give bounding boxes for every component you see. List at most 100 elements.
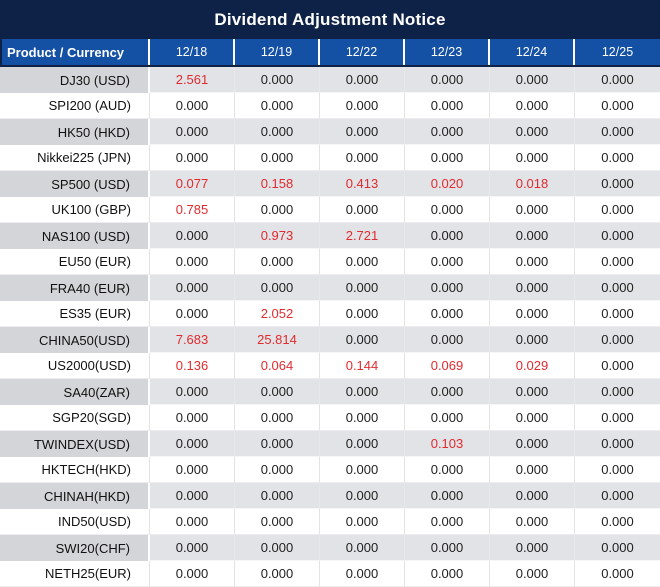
value-cell: 0.144 (320, 353, 405, 379)
value-cell: 0.000 (490, 431, 575, 457)
value-cell: 0.000 (150, 509, 235, 535)
value-cell: 0.000 (235, 93, 320, 119)
column-header-product-currency: Product / Currency (0, 39, 150, 65)
value-cell: 0.000 (150, 535, 235, 561)
table-row: SP500 (USD) 0.077 0.158 0.413 0.020 0.018 0.00… (0, 171, 660, 197)
value-cell: 0.000 (575, 431, 660, 457)
value-cell: 0.000 (235, 379, 320, 405)
value-cell: 0.000 (235, 509, 320, 535)
value-cell: 0.000 (320, 561, 405, 587)
value-cell: 0.000 (575, 353, 660, 379)
value-cell: 0.000 (150, 275, 235, 301)
value-cell: 0.000 (320, 301, 405, 327)
value-cell: 0.020 (405, 171, 490, 197)
value-cell: 25.814 (235, 327, 320, 353)
value-cell: 0.158 (235, 171, 320, 197)
column-header-date: 12/23 (405, 39, 490, 65)
table-row: SWI20(CHF) 0.000 0.000 0.000 0.000 0.000 0.000 (0, 535, 660, 561)
value-cell: 0.000 (405, 223, 490, 249)
value-cell: 0.069 (405, 353, 490, 379)
value-cell: 0.000 (490, 145, 575, 171)
value-cell: 0.000 (320, 327, 405, 353)
value-cell: 0.000 (490, 561, 575, 587)
table-row: FRA40 (EUR) 0.000 0.000 0.000 0.000 0.000 0.00… (0, 275, 660, 301)
table-row: SA40(ZAR) 0.000 0.000 0.000 0.000 0.000 0.000 (0, 379, 660, 405)
value-cell: 0.000 (405, 145, 490, 171)
value-cell: 0.000 (150, 301, 235, 327)
table-row: TWINDEX(USD) 0.000 0.000 0.000 0.103 0.000 0.0… (0, 431, 660, 457)
value-cell: 0.000 (575, 327, 660, 353)
value-cell: 0.000 (235, 431, 320, 457)
value-cell: 0.000 (235, 561, 320, 587)
value-cell: 0.000 (150, 249, 235, 275)
table-row: SPI200 (AUD) 0.000 0.000 0.000 0.000 0.000 0.0… (0, 93, 660, 119)
product-cell: DJ30 (USD) (0, 67, 150, 93)
value-cell: 0.000 (490, 535, 575, 561)
value-cell: 0.000 (150, 379, 235, 405)
value-cell: 0.000 (405, 327, 490, 353)
product-cell: TWINDEX(USD) (0, 431, 150, 457)
value-cell: 0.000 (575, 561, 660, 587)
value-cell: 0.000 (490, 249, 575, 275)
value-cell: 0.000 (235, 145, 320, 171)
table-row: EU50 (EUR) 0.000 0.000 0.000 0.000 0.000 0.000 (0, 249, 660, 275)
value-cell: 0.000 (320, 275, 405, 301)
value-cell: 7.683 (150, 327, 235, 353)
value-cell: 0.000 (405, 275, 490, 301)
value-cell: 0.000 (490, 379, 575, 405)
value-cell: 0.000 (405, 405, 490, 431)
table-row: SGP20(SGD) 0.000 0.000 0.000 0.000 0.000 0.000 (0, 405, 660, 431)
value-cell: 0.000 (490, 119, 575, 145)
table-row: ES35 (EUR) 0.000 2.052 0.000 0.000 0.000 0.000 (0, 301, 660, 327)
value-cell: 0.018 (490, 171, 575, 197)
table-row: Nikkei225 (JPN) 0.000 0.000 0.000 0.000 0.000… (0, 145, 660, 171)
table-row: HK50 (HKD) 0.000 0.000 0.000 0.000 0.000 0.000 (0, 119, 660, 145)
product-cell: FRA40 (EUR) (0, 275, 150, 301)
value-cell: 0.000 (320, 119, 405, 145)
value-cell: 0.000 (405, 93, 490, 119)
product-cell: SA40(ZAR) (0, 379, 150, 405)
table-row: CHINA50(USD) 7.683 25.814 0.000 0.000 0.000 0.… (0, 327, 660, 353)
value-cell: 0.000 (490, 327, 575, 353)
value-cell: 0.000 (490, 301, 575, 327)
product-cell: SP500 (USD) (0, 171, 150, 197)
value-cell: 0.000 (150, 93, 235, 119)
product-cell: Nikkei225 (JPN) (0, 145, 150, 171)
value-cell: 0.000 (575, 145, 660, 171)
product-cell: EU50 (EUR) (0, 249, 150, 275)
value-cell: 0.000 (405, 535, 490, 561)
value-cell: 0.000 (575, 483, 660, 509)
table-row: CHINAH(HKD) 0.000 0.000 0.000 0.000 0.000 0.00… (0, 483, 660, 509)
value-cell: 0.000 (575, 93, 660, 119)
value-cell: 0.000 (320, 483, 405, 509)
value-cell: 0.000 (235, 67, 320, 93)
column-header-date: 12/25 (575, 39, 660, 65)
value-cell: 0.136 (150, 353, 235, 379)
product-cell: HK50 (HKD) (0, 119, 150, 145)
product-cell: SWI20(CHF) (0, 535, 150, 561)
value-cell: 0.000 (405, 483, 490, 509)
value-cell: 0.000 (320, 535, 405, 561)
value-cell: 0.000 (575, 249, 660, 275)
value-cell: 0.000 (575, 457, 660, 483)
value-cell: 0.000 (575, 171, 660, 197)
value-cell: 0.000 (575, 301, 660, 327)
value-cell: 0.000 (405, 67, 490, 93)
column-header-date: 12/24 (490, 39, 575, 65)
value-cell: 0.000 (575, 223, 660, 249)
product-cell: NETH25(EUR) (0, 561, 150, 587)
table-row: DJ30 (USD) 2.561 0.000 0.000 0.000 0.000 0.000 (0, 67, 660, 93)
value-cell: 0.000 (320, 405, 405, 431)
value-cell: 0.000 (490, 223, 575, 249)
value-cell: 0.000 (405, 119, 490, 145)
value-cell: 0.000 (575, 197, 660, 223)
value-cell: 0.000 (405, 509, 490, 535)
product-cell: HKTECH(HKD) (0, 457, 150, 483)
value-cell: 0.000 (320, 67, 405, 93)
table-row: UK100 (GBP) 0.785 0.000 0.000 0.000 0.000 0.00… (0, 197, 660, 223)
value-cell: 2.561 (150, 67, 235, 93)
product-cell: US2000(USD) (0, 353, 150, 379)
table-row: NAS100 (USD) 0.000 0.973 2.721 0.000 0.000 0.0… (0, 223, 660, 249)
value-cell: 0.000 (150, 145, 235, 171)
